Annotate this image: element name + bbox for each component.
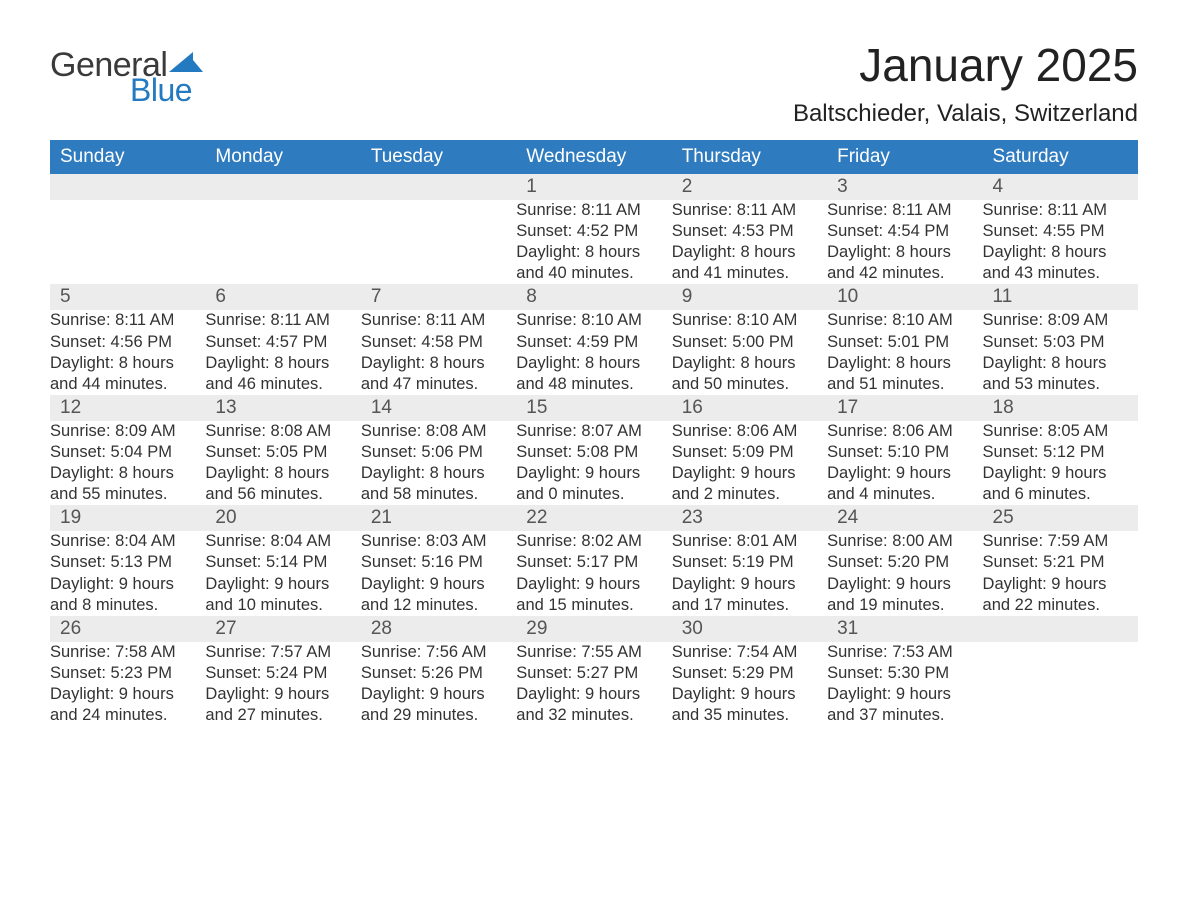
day-detail-cell: Sunrise: 8:10 AMSunset: 4:59 PMDaylight:… bbox=[516, 310, 671, 394]
day-number-cell: 15 bbox=[516, 395, 671, 421]
day-detail-cell: Sunrise: 8:11 AMSunset: 4:55 PMDaylight:… bbox=[983, 200, 1138, 284]
day-detail-cell: Sunrise: 8:05 AMSunset: 5:12 PMDaylight:… bbox=[983, 421, 1138, 505]
brand-word-2: Blue bbox=[130, 74, 192, 106]
weekday-header-cell: Sunday bbox=[50, 140, 205, 174]
day-detail-cell: Sunrise: 8:11 AMSunset: 4:56 PMDaylight:… bbox=[50, 310, 205, 394]
weekday-header-cell: Thursday bbox=[672, 140, 827, 174]
day-number-cell: 7 bbox=[361, 284, 516, 310]
day-number-cell bbox=[361, 174, 516, 200]
calendar-page: General Blue January 2025 Baltschieder, … bbox=[0, 0, 1188, 784]
day-number-cell: 5 bbox=[50, 284, 205, 310]
day-number-cell: 11 bbox=[983, 284, 1138, 310]
day-number-cell: 26 bbox=[50, 616, 205, 642]
day-detail-cell: Sunrise: 8:10 AMSunset: 5:00 PMDaylight:… bbox=[672, 310, 827, 394]
day-detail-cell: Sunrise: 8:03 AMSunset: 5:16 PMDaylight:… bbox=[361, 531, 516, 615]
day-number-cell: 10 bbox=[827, 284, 982, 310]
day-number-cell: 9 bbox=[672, 284, 827, 310]
day-number-cell: 29 bbox=[516, 616, 671, 642]
day-number-cell: 21 bbox=[361, 505, 516, 531]
day-number-cell: 19 bbox=[50, 505, 205, 531]
day-number-cell: 28 bbox=[361, 616, 516, 642]
day-number-cell: 16 bbox=[672, 395, 827, 421]
day-detail-cell: Sunrise: 8:09 AMSunset: 5:04 PMDaylight:… bbox=[50, 421, 205, 505]
weekday-header: SundayMondayTuesdayWednesdayThursdayFrid… bbox=[50, 140, 1138, 174]
day-number-cell: 6 bbox=[205, 284, 360, 310]
day-detail-cell: Sunrise: 7:53 AMSunset: 5:30 PMDaylight:… bbox=[827, 642, 982, 744]
day-number-cell bbox=[983, 616, 1138, 642]
day-number-cell: 13 bbox=[205, 395, 360, 421]
day-number-cell: 24 bbox=[827, 505, 982, 531]
day-detail-cell: Sunrise: 8:11 AMSunset: 4:52 PMDaylight:… bbox=[516, 200, 671, 284]
month-title: January 2025 bbox=[793, 38, 1138, 92]
day-detail-cell bbox=[205, 200, 360, 284]
day-number-cell: 14 bbox=[361, 395, 516, 421]
day-detail-cell: Sunrise: 8:07 AMSunset: 5:08 PMDaylight:… bbox=[516, 421, 671, 505]
weekday-header-cell: Tuesday bbox=[361, 140, 516, 174]
day-detail-cell: Sunrise: 8:10 AMSunset: 5:01 PMDaylight:… bbox=[827, 310, 982, 394]
day-number-cell: 31 bbox=[827, 616, 982, 642]
day-detail-cell: Sunrise: 8:06 AMSunset: 5:09 PMDaylight:… bbox=[672, 421, 827, 505]
day-number-cell: 20 bbox=[205, 505, 360, 531]
day-number-cell bbox=[205, 174, 360, 200]
day-detail-cell: Sunrise: 8:11 AMSunset: 4:58 PMDaylight:… bbox=[361, 310, 516, 394]
brand-logo: General Blue bbox=[50, 38, 203, 106]
weekday-header-cell: Saturday bbox=[983, 140, 1138, 174]
day-number-cell: 23 bbox=[672, 505, 827, 531]
day-number-cell: 1 bbox=[516, 174, 671, 200]
day-number-cell: 17 bbox=[827, 395, 982, 421]
day-number-cell bbox=[50, 174, 205, 200]
day-detail-cell bbox=[50, 200, 205, 284]
day-detail-cell: Sunrise: 7:56 AMSunset: 5:26 PMDaylight:… bbox=[361, 642, 516, 744]
header: General Blue January 2025 Baltschieder, … bbox=[50, 38, 1138, 140]
day-detail-cell: Sunrise: 8:06 AMSunset: 5:10 PMDaylight:… bbox=[827, 421, 982, 505]
day-number-cell: 12 bbox=[50, 395, 205, 421]
day-detail-cell: Sunrise: 8:01 AMSunset: 5:19 PMDaylight:… bbox=[672, 531, 827, 615]
day-detail-cell: Sunrise: 8:11 AMSunset: 4:53 PMDaylight:… bbox=[672, 200, 827, 284]
day-number-cell: 22 bbox=[516, 505, 671, 531]
weekday-header-cell: Friday bbox=[827, 140, 982, 174]
day-detail-cell: Sunrise: 7:55 AMSunset: 5:27 PMDaylight:… bbox=[516, 642, 671, 744]
day-detail-cell: Sunrise: 8:08 AMSunset: 5:06 PMDaylight:… bbox=[361, 421, 516, 505]
day-number-cell: 18 bbox=[983, 395, 1138, 421]
day-number-cell: 30 bbox=[672, 616, 827, 642]
day-number-cell: 25 bbox=[983, 505, 1138, 531]
day-detail-cell: Sunrise: 8:02 AMSunset: 5:17 PMDaylight:… bbox=[516, 531, 671, 615]
day-detail-cell: Sunrise: 8:11 AMSunset: 4:54 PMDaylight:… bbox=[827, 200, 982, 284]
weekday-header-cell: Wednesday bbox=[516, 140, 671, 174]
day-detail-cell bbox=[361, 200, 516, 284]
day-detail-cell: Sunrise: 7:54 AMSunset: 5:29 PMDaylight:… bbox=[672, 642, 827, 744]
day-detail-cell: Sunrise: 7:59 AMSunset: 5:21 PMDaylight:… bbox=[983, 531, 1138, 615]
day-detail-cell: Sunrise: 8:00 AMSunset: 5:20 PMDaylight:… bbox=[827, 531, 982, 615]
location: Baltschieder, Valais, Switzerland bbox=[793, 100, 1138, 128]
weekday-header-cell: Monday bbox=[205, 140, 360, 174]
day-detail-cell: Sunrise: 8:08 AMSunset: 5:05 PMDaylight:… bbox=[205, 421, 360, 505]
day-detail-cell: Sunrise: 8:04 AMSunset: 5:13 PMDaylight:… bbox=[50, 531, 205, 615]
day-detail-cell: Sunrise: 7:57 AMSunset: 5:24 PMDaylight:… bbox=[205, 642, 360, 744]
day-detail-cell: Sunrise: 7:58 AMSunset: 5:23 PMDaylight:… bbox=[50, 642, 205, 744]
day-number-cell: 27 bbox=[205, 616, 360, 642]
day-number-cell: 2 bbox=[672, 174, 827, 200]
day-number-cell: 8 bbox=[516, 284, 671, 310]
day-number-cell: 3 bbox=[827, 174, 982, 200]
day-number-cell: 4 bbox=[983, 174, 1138, 200]
day-detail-cell: Sunrise: 8:09 AMSunset: 5:03 PMDaylight:… bbox=[983, 310, 1138, 394]
day-detail-cell: Sunrise: 8:04 AMSunset: 5:14 PMDaylight:… bbox=[205, 531, 360, 615]
day-detail-cell bbox=[983, 642, 1138, 744]
calendar-table: SundayMondayTuesdayWednesdayThursdayFrid… bbox=[50, 140, 1138, 744]
title-block: January 2025 Baltschieder, Valais, Switz… bbox=[793, 38, 1138, 140]
day-detail-cell: Sunrise: 8:11 AMSunset: 4:57 PMDaylight:… bbox=[205, 310, 360, 394]
